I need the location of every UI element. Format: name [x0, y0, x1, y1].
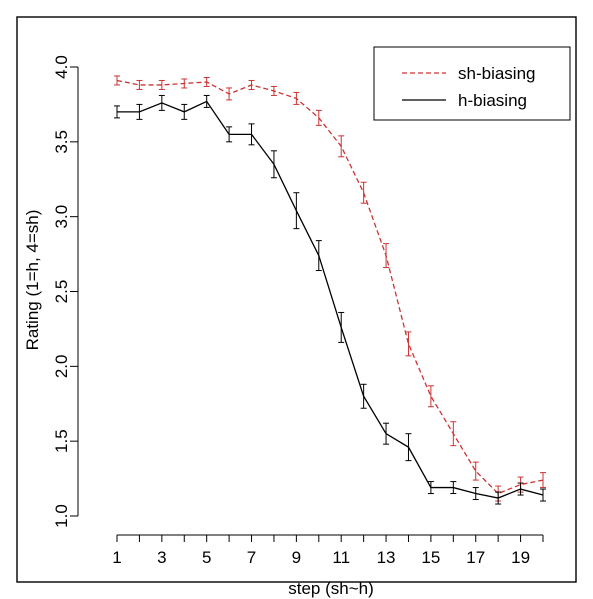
x-tick-label: 13 [377, 548, 396, 567]
legend-label-h-biasing: h-biasing [458, 91, 527, 110]
error-bar [383, 243, 390, 269]
error-bar [293, 91, 300, 105]
error-bar [270, 85, 277, 96]
y-tick-label: 3.0 [52, 205, 71, 229]
error-bar [540, 488, 546, 502]
error-bar [495, 491, 502, 505]
error-bar [405, 433, 412, 462]
y-tick-label: 1.0 [52, 504, 71, 528]
error-bar [136, 103, 143, 120]
error-bar [226, 87, 233, 101]
error-bar [315, 109, 322, 126]
error-bar [136, 79, 143, 90]
error-bar [338, 311, 345, 343]
error-bar [181, 103, 188, 120]
error-bar [203, 76, 210, 87]
x-tick-label: 15 [421, 548, 440, 567]
error-bar [270, 150, 277, 179]
error-bar [360, 181, 367, 204]
error-bar [181, 78, 188, 89]
x-tick-label: 17 [466, 548, 485, 567]
legend-box [373, 46, 571, 121]
error-bar [405, 331, 412, 357]
error-bar [248, 79, 255, 90]
error-bar [226, 126, 233, 143]
error-bar [472, 487, 479, 501]
x-tick-label: 19 [511, 548, 530, 567]
legend: sh-biasing h-biasing [373, 46, 571, 121]
error-bar [450, 481, 457, 495]
error-bar [450, 421, 457, 447]
error-bar [293, 192, 300, 230]
error-bar [248, 123, 255, 146]
y-tick-label: 3.5 [52, 130, 71, 154]
plot-frame [16, 16, 577, 583]
error-bar [114, 105, 120, 119]
x-tick-label: 9 [292, 548, 301, 567]
x-tick-label: 11 [332, 548, 350, 567]
error-bar [158, 79, 165, 90]
y-tick-label: 2.0 [52, 355, 71, 379]
series-line [117, 100, 544, 499]
x-tick-label: 7 [247, 548, 256, 567]
error-bar [203, 94, 210, 108]
error-bar [158, 94, 165, 111]
legend-label-sh-biasing: sh-biasing [458, 64, 536, 83]
error-bar [517, 482, 524, 496]
y-tick-label: 1.5 [52, 429, 71, 453]
error-bar [315, 240, 322, 272]
x-axis: 1 3 5 7 9 11 13 15 17 19 [112, 534, 544, 567]
x-tick-label: 5 [202, 548, 211, 567]
error-bar [360, 383, 367, 409]
x-tick-label: 3 [157, 548, 166, 567]
error-bar [114, 75, 120, 86]
error-bar [427, 481, 434, 495]
error-bar [383, 422, 390, 445]
error-bar [472, 461, 479, 481]
y-tick-label: 2.5 [52, 280, 71, 304]
series-sh-biasing [114, 75, 546, 502]
y-axis: 1.0 1.5 2.0 2.5 3.0 3.5 4.0 [52, 55, 79, 528]
error-bar [427, 385, 434, 408]
series-layer [114, 75, 546, 505]
series-line [116, 79, 544, 495]
y-axis-label: Rating (1=h, 4=sh) [23, 210, 42, 351]
y-tick-label: 4.0 [52, 55, 71, 79]
x-tick-label: 1 [112, 548, 121, 567]
error-bar [338, 135, 345, 158]
series-h-biasing [114, 94, 546, 505]
x-axis-label: step (sh~h) [288, 579, 374, 598]
error-bar [540, 472, 546, 489]
